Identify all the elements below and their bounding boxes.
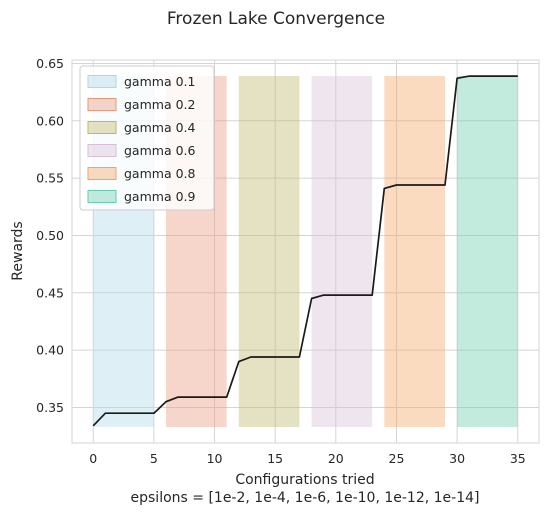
gamma-band xyxy=(457,76,518,427)
y-axis-label: Rewards xyxy=(10,221,26,280)
gamma-band xyxy=(384,76,445,427)
legend-label: gamma 0.6 xyxy=(124,143,196,158)
legend-label: gamma 0.4 xyxy=(124,120,196,135)
legend: gamma 0.1 gamma 0.2 gamma 0.4 gamma 0.6 gamm… xyxy=(79,65,215,211)
legend-label: gamma 0.2 xyxy=(124,97,195,112)
legend-label: gamma 0.1 xyxy=(124,74,195,89)
y-tick-labels: 0.35 0.40 0.45 0.50 0.55 0.60 0.65 xyxy=(36,56,64,415)
legend-frame xyxy=(79,65,215,211)
legend-swatch xyxy=(87,98,117,111)
legend-swatch xyxy=(87,144,117,157)
x-tick-label: 5 xyxy=(150,451,158,466)
y-tick-label: 0.55 xyxy=(36,171,64,186)
rewards-line xyxy=(92,75,518,427)
legend-swatch xyxy=(87,167,117,180)
x-tick-label: 15 xyxy=(267,451,283,466)
x-tick-label: 20 xyxy=(328,451,344,466)
y-tick-label: 0.60 xyxy=(36,113,64,128)
legend-label: gamma 0.8 xyxy=(124,166,196,181)
legend-swatch xyxy=(87,190,117,203)
gamma-band xyxy=(311,76,373,427)
plot-frame xyxy=(71,59,540,444)
legend-label: gamma 0.9 xyxy=(124,189,196,204)
y-tick-label: 0.40 xyxy=(36,343,64,358)
legend-swatch xyxy=(87,121,117,134)
x-tick-label: 0 xyxy=(89,451,97,466)
y-tick-label: 0.50 xyxy=(36,228,64,243)
y-tick-label: 0.45 xyxy=(36,285,64,300)
legend-swatch xyxy=(87,75,117,88)
x-axis-label: Configurations tried xyxy=(235,472,374,488)
x-tick-label: 10 xyxy=(207,451,223,466)
y-tick-label: 0.65 xyxy=(36,56,64,71)
x-axis-sublabel: epsilons = [1e-2, 1e-4, 1e-6, 1e-10, 1e-… xyxy=(131,490,480,506)
x-tick-labels: 0 5 10 15 20 25 30 35 xyxy=(89,451,525,466)
x-tick-label: 35 xyxy=(510,451,526,466)
x-tick-label: 25 xyxy=(389,451,405,466)
grid xyxy=(72,60,539,443)
x-tick-label: 30 xyxy=(449,451,465,466)
data-lines xyxy=(92,75,518,427)
y-tick-label: 0.35 xyxy=(36,400,64,415)
chart-title: Frozen Lake Convergence xyxy=(167,9,385,29)
gamma-band xyxy=(238,76,300,427)
